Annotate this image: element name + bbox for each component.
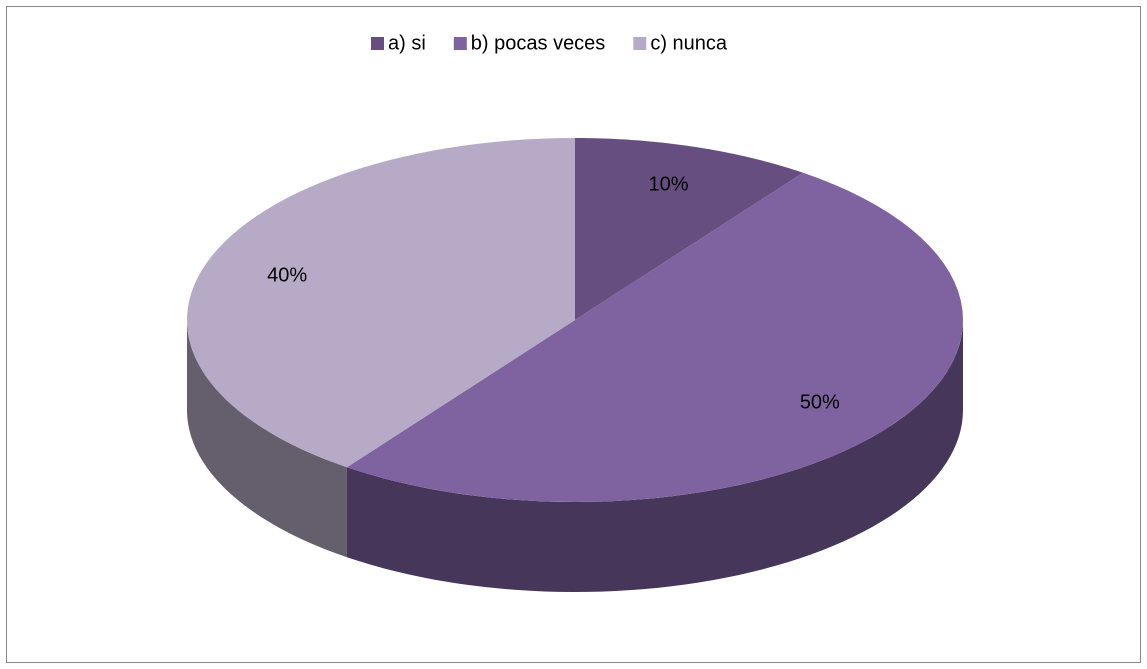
pie-side [346, 320, 963, 592]
legend-label: b) pocas veces [471, 32, 606, 54]
legend-label: c) nunca [650, 32, 728, 54]
legend-label: a) si [388, 32, 426, 54]
legend-swatch [453, 37, 467, 50]
data-label: 10% [649, 173, 689, 195]
pie-slice [346, 172, 963, 502]
data-label: 50% [800, 392, 840, 414]
legend-swatch [371, 37, 384, 50]
legend-swatch [633, 37, 647, 50]
pie-side [187, 320, 347, 558]
pie-slice [575, 138, 804, 320]
data-label: 40% [267, 264, 307, 286]
pie-slice [187, 138, 576, 468]
